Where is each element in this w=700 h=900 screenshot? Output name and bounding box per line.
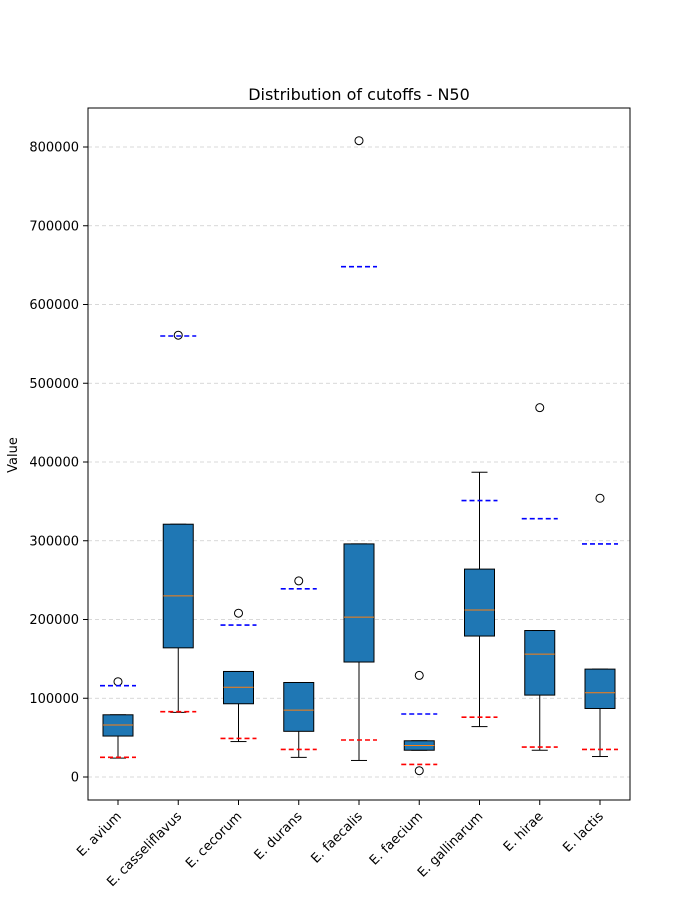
box-group <box>341 136 377 761</box>
x-tick-label: E. cecorum <box>183 809 245 871</box>
y-axis-ticks: 0 100000 200000 300000 400000 500000 600000 700… <box>29 141 88 786</box>
x-tick-label: E. lactis <box>560 809 607 856</box>
plot-frame <box>87 107 631 801</box>
y-tick-label: 700000 <box>29 219 79 234</box>
y-axis-label: Value <box>6 437 21 473</box>
x-tick-label: E. faecalis <box>308 809 366 867</box>
outlier-point <box>414 766 424 776</box>
x-tick-label: E. hirae <box>501 809 547 855</box>
box-body <box>584 668 616 709</box>
box-group <box>521 403 558 751</box>
box-body <box>464 568 495 637</box>
y-tick-label: 0 <box>71 771 79 786</box>
outlier-point <box>595 493 605 503</box>
y-tick-label: 200000 <box>29 613 79 628</box>
y-tick-label: 100000 <box>29 692 79 707</box>
y-tick-label: 600000 <box>29 298 79 313</box>
x-tick-label: E. faecium <box>367 809 426 868</box>
boxes-layer <box>100 136 618 776</box>
box-group <box>160 330 197 713</box>
chart-title: Distribution of cutoffs - N50 <box>248 85 470 104</box>
box-body <box>283 682 315 732</box>
y-tick-label: 500000 <box>29 377 79 392</box>
box-group <box>280 576 317 758</box>
y-tick-label: 400000 <box>29 456 79 471</box>
y-tick-label: 800000 <box>29 141 79 156</box>
box-group <box>100 677 136 759</box>
box-group <box>401 670 438 776</box>
box-group <box>220 608 257 743</box>
outlier-point <box>354 136 364 146</box>
outlier-point <box>173 330 183 340</box>
x-tick-label: E. avium <box>74 809 125 860</box>
x-tick-label: E. durans <box>252 809 306 863</box>
outlier-point <box>113 677 123 687</box>
box-group <box>582 493 618 758</box>
box-group <box>461 471 498 728</box>
outlier-point <box>234 608 243 618</box>
box-body <box>524 630 556 696</box>
outlier-point <box>414 670 424 680</box>
box-body <box>343 543 375 663</box>
y-tick-label: 300000 <box>29 534 79 549</box>
box-body <box>162 523 194 649</box>
outlier-point <box>294 576 304 586</box>
outlier-point <box>535 403 545 413</box>
